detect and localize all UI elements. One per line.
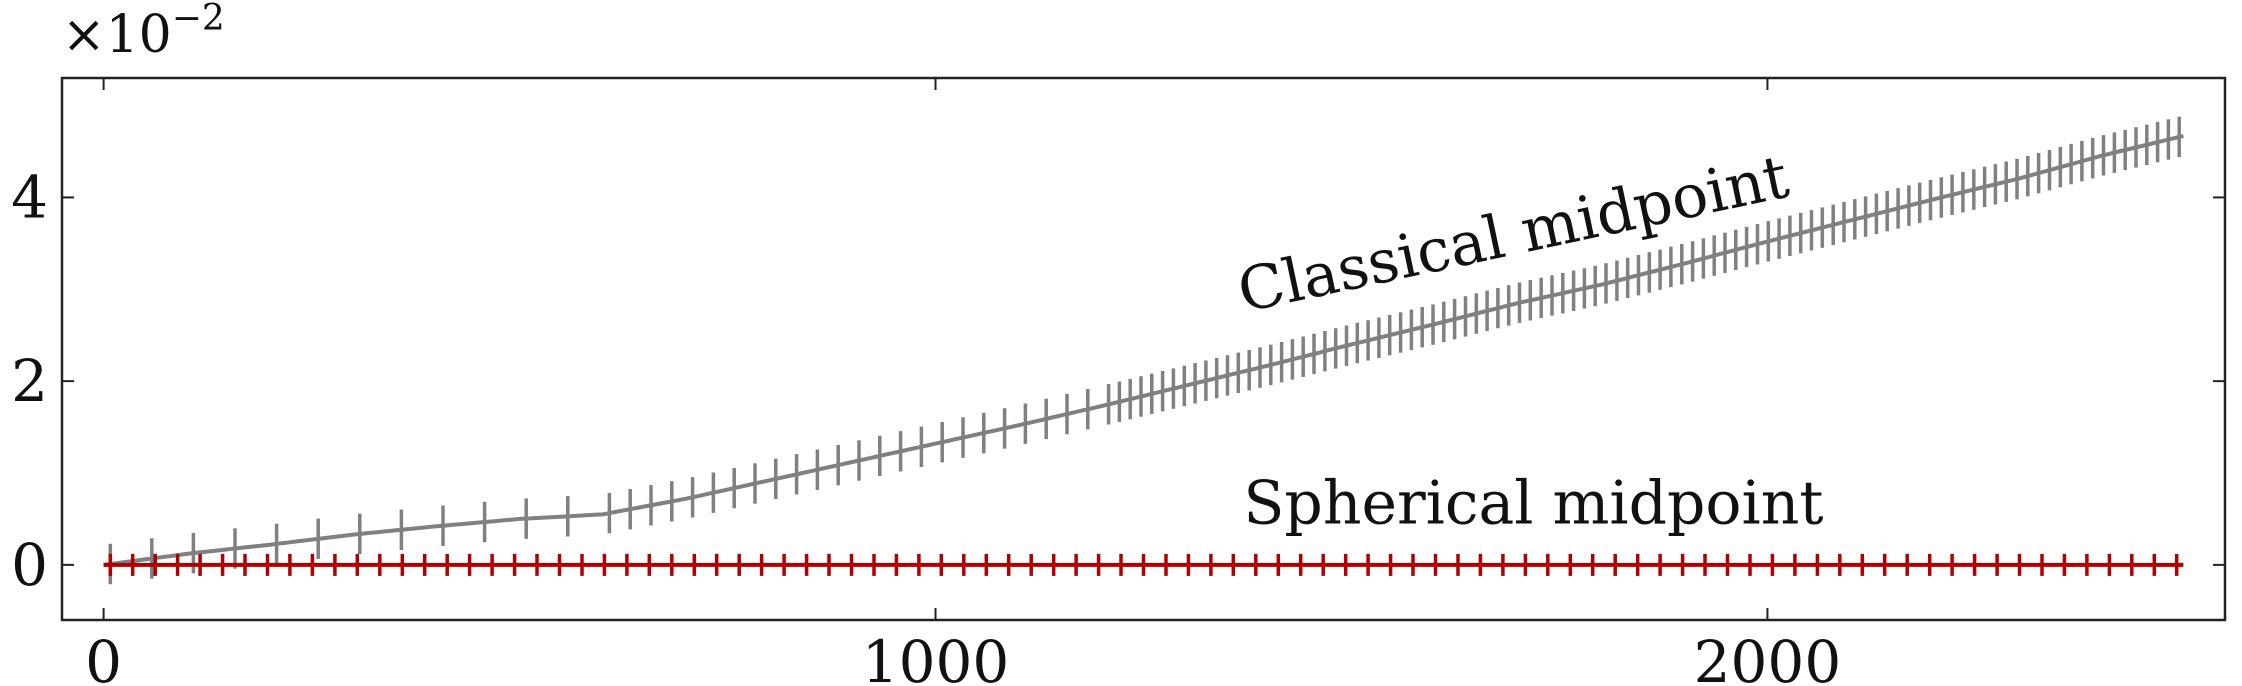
y-tick-label: 2 (11, 347, 48, 415)
series-oscillations (108, 553, 2179, 576)
y-tick-label: 0 (11, 531, 48, 599)
series-oscillations (108, 116, 2181, 585)
series-classical-midpoint (103, 116, 2184, 585)
axes-frame (60, 76, 2227, 622)
series-line (103, 133, 2184, 567)
tick-layer (62, 78, 2225, 620)
x-tick-label: 0 (85, 628, 122, 686)
series-layer (103, 116, 2184, 585)
y-tick-label: 4 (11, 163, 48, 231)
x-tick-label: 1000 (862, 628, 1010, 686)
x-tick-label: 2000 (1694, 628, 1842, 686)
y-multiplier-base: ×10 (62, 5, 172, 65)
series-spherical-midpoint (103, 553, 2184, 576)
label-layer: 0 1000 2000 0 2 4 (11, 163, 1841, 686)
annotation-classical-midpoint: Classical midpoint (1232, 142, 1795, 327)
annotation-spherical-midpoint: Spherical midpoint (1243, 469, 1823, 539)
y-multiplier-exponent: −2 (172, 0, 225, 39)
y-multiplier: ×10−2 (62, 0, 225, 65)
